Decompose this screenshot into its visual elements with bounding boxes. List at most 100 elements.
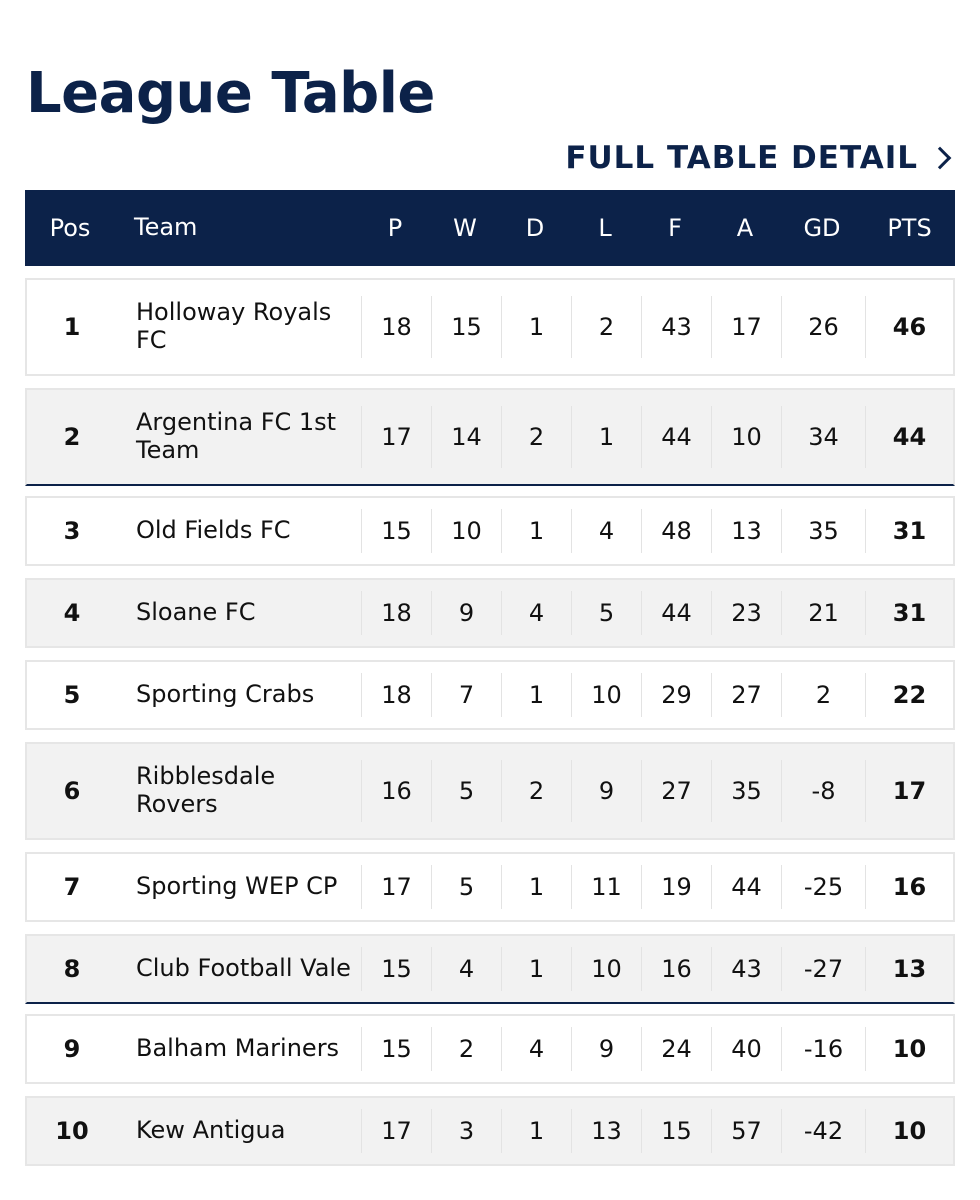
table-row[interactable]: 8 Club Football Vale 15 4 1 10 16 43 -27… <box>25 934 955 1004</box>
page-title: League Table <box>26 61 435 126</box>
row-against: 13 <box>712 509 782 553</box>
row-goal-difference: 2 <box>782 673 866 717</box>
header-for[interactable]: F <box>668 214 682 242</box>
header-points[interactable]: PTS <box>887 214 932 242</box>
row-team-name[interactable]: Sloane FC <box>117 591 362 635</box>
row-drawn: 1 <box>502 509 572 553</box>
row-position: 3 <box>63 516 81 545</box>
row-for: 16 <box>642 947 712 991</box>
row-lost: 10 <box>572 947 642 991</box>
table-row[interactable]: 2 Argentina FC 1st Team 17 14 2 1 44 10 … <box>25 388 955 486</box>
header-played[interactable]: P <box>387 214 403 242</box>
row-lost: 11 <box>572 865 642 909</box>
row-position: 5 <box>63 680 81 709</box>
row-won: 9 <box>432 591 502 635</box>
row-won: 2 <box>432 1027 502 1071</box>
row-played: 15 <box>362 509 432 553</box>
row-points: 46 <box>892 313 927 341</box>
row-goal-difference: -25 <box>782 865 866 909</box>
row-goal-difference: -16 <box>782 1027 866 1071</box>
header-goal-difference[interactable]: GD <box>803 214 841 242</box>
row-goal-difference: 35 <box>782 509 866 553</box>
row-won: 4 <box>432 947 502 991</box>
row-team-name[interactable]: Argentina FC 1st Team <box>117 405 362 469</box>
row-lost: 1 <box>572 405 642 469</box>
row-team-name[interactable]: Sporting WEP CP <box>117 865 362 909</box>
row-for: 15 <box>642 1109 712 1153</box>
header-won[interactable]: W <box>453 214 477 242</box>
row-team-name[interactable]: Club Football Vale <box>117 947 362 991</box>
row-points: 22 <box>892 680 927 709</box>
row-lost: 4 <box>572 509 642 553</box>
row-drawn: 4 <box>502 1027 572 1071</box>
full-table-detail-label: FULL TABLE DETAIL <box>565 140 918 176</box>
row-points: 16 <box>892 872 927 901</box>
row-won: 10 <box>432 509 502 553</box>
row-drawn: 1 <box>502 673 572 717</box>
header-drawn[interactable]: D <box>525 214 545 242</box>
header-pos[interactable]: Pos <box>49 214 91 242</box>
row-against: 44 <box>712 865 782 909</box>
row-team-name[interactable]: Ribblesdale Rovers <box>117 759 362 823</box>
row-for: 19 <box>642 865 712 909</box>
row-won: 5 <box>432 865 502 909</box>
row-position: 4 <box>63 598 81 627</box>
row-played: 18 <box>362 591 432 635</box>
row-for: 43 <box>642 295 712 359</box>
row-position: 1 <box>63 313 81 341</box>
row-position: 7 <box>63 872 81 901</box>
row-team-name[interactable]: Holloway Royals FC <box>117 295 362 359</box>
row-played: 18 <box>362 673 432 717</box>
row-goal-difference: 26 <box>782 295 866 359</box>
row-points: 44 <box>892 423 927 451</box>
row-drawn: 1 <box>502 865 572 909</box>
table-row[interactable]: 1 Holloway Royals FC 18 15 1 2 43 17 26 … <box>25 278 955 376</box>
row-against: 27 <box>712 673 782 717</box>
row-lost: 5 <box>572 591 642 635</box>
table-header: Pos Team P W D L F A GD PTS <box>25 190 955 266</box>
row-goal-difference: 34 <box>782 405 866 469</box>
row-played: 17 <box>362 865 432 909</box>
chevron-right-icon <box>928 146 952 170</box>
full-table-detail-link[interactable]: FULL TABLE DETAIL <box>565 138 952 178</box>
row-for: 24 <box>642 1027 712 1071</box>
row-goal-difference: -42 <box>782 1109 866 1153</box>
row-against: 35 <box>712 759 782 823</box>
row-won: 5 <box>432 759 502 823</box>
table-row[interactable]: 10 Kew Antigua 17 3 1 13 15 57 -42 10 <box>25 1096 955 1166</box>
row-won: 7 <box>432 673 502 717</box>
table-row[interactable]: 9 Balham Mariners 15 2 4 9 24 40 -16 10 <box>25 1014 955 1084</box>
row-team-name[interactable]: Balham Mariners <box>117 1027 362 1071</box>
row-points: 17 <box>892 777 927 805</box>
row-drawn: 1 <box>502 295 572 359</box>
row-position: 6 <box>63 777 81 805</box>
row-team-name[interactable]: Kew Antigua <box>117 1109 362 1153</box>
row-lost: 2 <box>572 295 642 359</box>
row-won: 14 <box>432 405 502 469</box>
table-row[interactable]: 7 Sporting WEP CP 17 5 1 11 19 44 -25 16 <box>25 852 955 922</box>
row-drawn: 1 <box>502 1109 572 1153</box>
row-against: 10 <box>712 405 782 469</box>
row-goal-difference: -8 <box>782 759 866 823</box>
row-played: 17 <box>362 405 432 469</box>
row-for: 44 <box>642 405 712 469</box>
row-for: 48 <box>642 509 712 553</box>
row-played: 17 <box>362 1109 432 1153</box>
row-lost: 13 <box>572 1109 642 1153</box>
row-goal-difference: 21 <box>782 591 866 635</box>
table-row[interactable]: 6 Ribblesdale Rovers 16 5 2 9 27 35 -8 1… <box>25 742 955 840</box>
row-drawn: 2 <box>502 759 572 823</box>
header-lost[interactable]: L <box>598 214 612 242</box>
table-row[interactable]: 4 Sloane FC 18 9 4 5 44 23 21 31 <box>25 578 955 648</box>
row-goal-difference: -27 <box>782 947 866 991</box>
table-row[interactable]: 5 Sporting Crabs 18 7 1 10 29 27 2 22 <box>25 660 955 730</box>
header-against[interactable]: A <box>736 214 754 242</box>
table-row[interactable]: 3 Old Fields FC 15 10 1 4 48 13 35 31 <box>25 496 955 566</box>
row-position: 10 <box>55 1116 89 1145</box>
row-played: 15 <box>362 947 432 991</box>
row-played: 15 <box>362 1027 432 1071</box>
row-team-name[interactable]: Sporting Crabs <box>117 673 362 717</box>
row-team-name[interactable]: Old Fields FC <box>117 509 362 553</box>
row-drawn: 2 <box>502 405 572 469</box>
header-team[interactable]: Team <box>134 213 198 242</box>
